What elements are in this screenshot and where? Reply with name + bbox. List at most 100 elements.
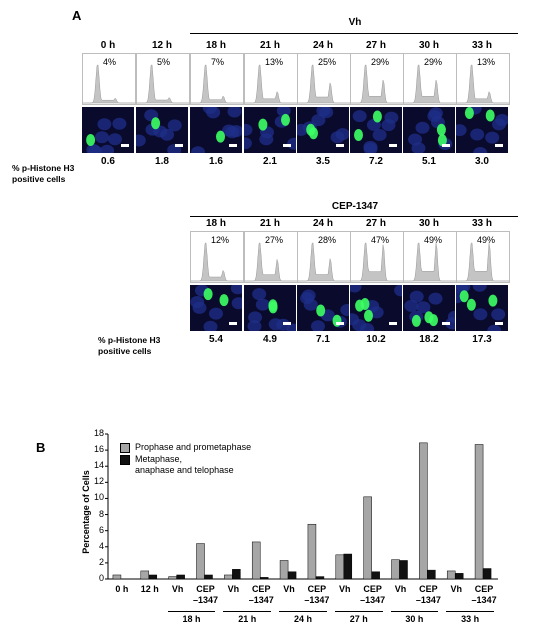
scale-bar: [283, 144, 291, 147]
cep-g2m-percent: 12%: [211, 235, 230, 245]
legend-swatch-metaphase: [120, 455, 130, 465]
vh-p-histone-value: 1.6: [209, 156, 223, 167]
vh-dna-histogram: 13%: [456, 53, 510, 105]
bar-prophase: [112, 574, 122, 580]
cep-dna-histogram: 27%: [244, 231, 298, 283]
bar-metaphase: [427, 569, 436, 580]
cep-group-label: CEP-1347: [331, 201, 379, 212]
x-group-label: 24 h: [293, 614, 312, 624]
cep-dna-histogram: 12%: [190, 231, 244, 283]
scale-bar: [229, 322, 237, 325]
cep-g2m-percent: 49%: [424, 235, 443, 245]
vh-g2m-percent: 4%: [103, 57, 117, 67]
scale-bar: [495, 322, 503, 325]
cep-fluorescence-image: [403, 285, 455, 331]
cep-dna-histogram: 49%: [403, 231, 457, 283]
x-category-label: 0 h: [115, 584, 129, 594]
y-tick-label: 16: [93, 444, 104, 455]
bar-metaphase: [204, 574, 213, 580]
x-category-label: CEP –1347: [248, 584, 274, 605]
x-group-rule: [223, 611, 272, 612]
y-tick-label: 6: [98, 524, 104, 535]
vh-g2m-percent: 13%: [265, 57, 284, 67]
cep-time-label: 30 h: [418, 218, 439, 229]
y-tick-label: 0: [98, 573, 104, 583]
legend-swatch-prophase: [120, 443, 130, 453]
scale-bar: [442, 322, 450, 325]
cep-fluorescence-image: [350, 285, 402, 331]
vh-fluorescence-image: [136, 107, 188, 153]
vh-time-label: 18 h: [205, 40, 226, 51]
row-label-line2: positive cells: [98, 346, 152, 356]
vh-p-histone-value: 2.1: [263, 156, 277, 167]
bar-prophase: [307, 523, 317, 580]
row-label-line2: positive cells: [12, 174, 66, 184]
cep-g2m-percent: 28%: [318, 235, 337, 245]
vh-row-label: % p-Histone H3 positive cells: [12, 163, 74, 185]
bar-prophase: [279, 560, 289, 580]
x-group-rule: [390, 611, 439, 612]
x-category-label: 12 h: [140, 584, 159, 594]
x-group-label: 30 h: [405, 614, 424, 624]
y-tick-label: 18: [93, 428, 104, 438]
vh-time-label: 24 h: [312, 40, 333, 51]
bar-metaphase: [176, 574, 185, 580]
vh-time-label: 21 h: [259, 40, 280, 51]
vh-group-rule: [190, 33, 518, 34]
vh-p-histone-value: 5.1: [422, 156, 436, 167]
bar-prophase: [474, 444, 484, 580]
y-tick-label: 2: [98, 556, 104, 567]
x-group-label: 33 h: [461, 614, 480, 624]
vh-g2m-percent: 29%: [424, 57, 443, 67]
cep-dna-histogram: 47%: [350, 231, 404, 283]
vh-dna-histogram: 29%: [350, 53, 404, 105]
legend-label-prophase: Prophase and prometaphase: [135, 442, 252, 452]
cep-p-histone-value: 5.4: [209, 334, 223, 345]
x-category-label: CEP –1347: [471, 584, 497, 605]
bar-prophase: [224, 574, 233, 580]
vh-fluorescence-image: [297, 107, 349, 153]
vh-g2m-percent: 29%: [371, 57, 390, 67]
vh-fluorescence-image: [190, 107, 242, 153]
cep-time-label: 21 h: [259, 218, 280, 229]
vh-time-label: 0 h: [100, 40, 116, 51]
bar-prophase: [446, 570, 456, 580]
x-group-rule: [167, 611, 216, 612]
x-group-rule: [446, 611, 494, 612]
panel-a-letter: A: [72, 8, 82, 23]
scale-bar: [389, 144, 397, 147]
chart-legend: Prophase and prometaphase Metaphase, ana…: [120, 442, 320, 476]
bar-metaphase: [315, 576, 325, 580]
vh-g2m-percent: 7%: [211, 57, 225, 67]
scale-bar: [389, 322, 397, 325]
y-tick-label: 14: [93, 460, 104, 471]
bar-prophase: [419, 442, 428, 580]
vh-fluorescence-image: [350, 107, 402, 153]
vh-group-label: Vh: [348, 17, 362, 28]
x-category-label: CEP –1347: [415, 584, 441, 605]
x-category-label: CEP –1347: [304, 584, 330, 605]
x-category-label: Vh: [227, 584, 240, 594]
vh-dna-histogram: 4%: [82, 53, 136, 105]
bar-metaphase: [399, 560, 408, 580]
legend-item-prophase: Prophase and prometaphase: [120, 442, 320, 453]
x-category-label: CEP –1347: [360, 584, 386, 605]
x-category-label: CEP –1347: [192, 584, 219, 605]
vh-p-histone-value: 0.6: [101, 156, 115, 167]
vh-time-label: 27 h: [365, 40, 386, 51]
cep-group-rule: [190, 216, 518, 217]
cep-p-histone-value: 10.2: [366, 334, 386, 345]
row-label-line1: % p-Histone H3: [12, 163, 75, 173]
cep-dna-histogram: 49%: [456, 231, 510, 283]
vh-fluorescence-image: [456, 107, 508, 153]
x-category-label: Vh: [283, 584, 295, 594]
cep-time-label: 18 h: [205, 218, 226, 229]
bar-metaphase: [482, 568, 492, 580]
x-group-label: 18 h: [182, 614, 201, 624]
vh-p-histone-value: 3.5: [316, 156, 330, 167]
bar-prophase: [168, 576, 177, 580]
cep-p-histone-value: 4.9: [263, 334, 277, 345]
y-tick-label: 12: [93, 476, 104, 487]
bar-prophase: [391, 559, 400, 580]
